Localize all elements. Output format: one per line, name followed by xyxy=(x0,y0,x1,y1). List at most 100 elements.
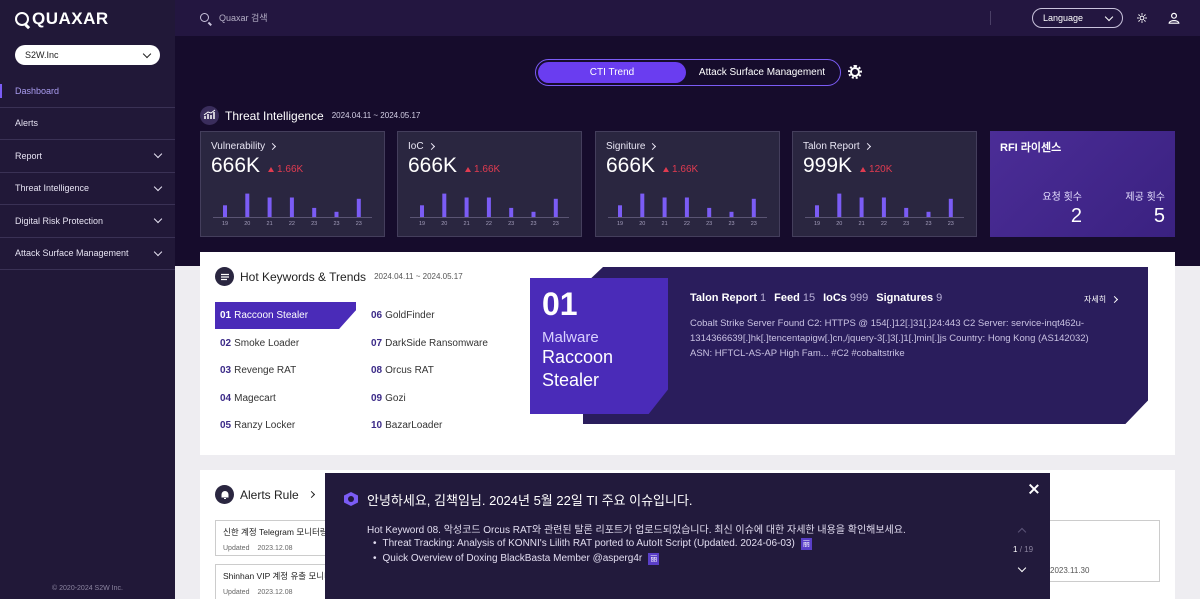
stat-delta-value: 120K xyxy=(869,164,893,175)
mini-bar-chart: 19 20 21 22 23 23 23 xyxy=(608,193,767,227)
sidebar-item-label: Dashboard xyxy=(15,85,60,96)
sidebar-item-label: Attack Surface Management xyxy=(15,248,129,259)
rfi-request-value: 2 xyxy=(1070,205,1082,227)
sidebar-item-threat-intelligence[interactable]: Threat Intelligence xyxy=(0,173,175,205)
alert-rule-card[interactable]: Shinhan VIP 계정 유출 모니터 Updated 2023.12.08 xyxy=(215,564,335,599)
keyword-item[interactable]: 07 DarkSide Ransomware xyxy=(366,330,488,357)
detail-link[interactable]: 자세히 xyxy=(1084,294,1119,305)
chart-bar xyxy=(640,193,645,217)
featured-keyword-panel xyxy=(583,267,1148,424)
featured-stat-label: Feed xyxy=(774,292,800,304)
chart-tick-label: 21 xyxy=(267,221,273,227)
chevron-right-icon xyxy=(649,142,657,151)
chart-tick-label: 23 xyxy=(728,221,734,227)
tab-cti-trend[interactable]: CTI Trend xyxy=(538,62,686,83)
stat-value: 666K xyxy=(606,154,656,177)
chart-tick-label: 19 xyxy=(419,221,425,227)
keyword-item[interactable]: 02 Smoke Loader xyxy=(215,330,299,357)
rfi-license-card[interactable]: RFI 라이센스 요청 횟수 2 제공 횟수 5 xyxy=(990,131,1175,237)
keyword-item[interactable]: 03 Revenge RAT xyxy=(215,357,296,384)
alert-rule-meta: Updated 2023.12.08 xyxy=(223,545,327,552)
theme-toggle-sun-icon[interactable] xyxy=(1137,13,1147,23)
chevron-right-icon xyxy=(1111,295,1119,304)
search-input[interactable] xyxy=(219,9,959,27)
chevron-down-icon xyxy=(1104,12,1114,21)
modal-link-item[interactable]: Threat Tracking: Analysis of KONNI's Lil… xyxy=(373,536,812,551)
sidebar-item-attack-surface-management[interactable]: Attack Surface Management xyxy=(0,238,175,270)
sidebar-item-dashboard[interactable]: Dashboard xyxy=(0,75,175,108)
arrow-up-icon xyxy=(268,167,275,172)
modal-link-item[interactable]: Quick Overview of Doxing BlackBasta Memb… xyxy=(373,551,812,566)
mini-bar-chart: 19 20 21 22 23 23 23 xyxy=(805,193,964,227)
user-profile-icon[interactable] xyxy=(1168,12,1180,24)
org-select-value: S2W.Inc xyxy=(25,50,59,60)
keyword-item[interactable]: 08 Orcus RAT xyxy=(366,357,434,384)
tab-attack-surface-management[interactable]: Attack Surface Management xyxy=(698,67,826,78)
chart-tick-label: 20 xyxy=(244,221,250,227)
chart-bar xyxy=(420,205,424,217)
sidebar-item-report[interactable]: Report xyxy=(0,140,175,173)
chart-tick-label: 23 xyxy=(356,221,362,227)
chart-tick-label: 23 xyxy=(903,221,909,227)
pager-current: 1 xyxy=(1013,545,1018,554)
section-title: Hot Keywords & Trends xyxy=(240,269,367,284)
keyword-rank: 07 xyxy=(371,338,383,349)
keyword-item[interactable]: 04 Magecart xyxy=(215,385,276,412)
keyword-rank: 05 xyxy=(220,420,232,431)
keyword-name: Ranzy Locker xyxy=(234,420,296,431)
featured-stat-label: IoCs xyxy=(823,292,847,304)
chevron-right-icon xyxy=(269,142,277,151)
sidebar-item-digital-risk-protection[interactable]: Digital Risk Protection xyxy=(0,205,175,238)
alert-rule-card[interactable]: 신한 계정 Telegram 모니터링 Updated 2023.12.08 xyxy=(215,520,335,556)
modal-body: Hot Keyword 08. 악성코드 Orcus RAT와 관련된 탈론 리… xyxy=(367,525,906,536)
section-date-range: 2024.04.11 ~ 2024.05.17 xyxy=(374,272,463,281)
rfi-request-label: 요청 횟수 xyxy=(1042,192,1082,203)
stat-card-ioc[interactable]: IoC 666K 1.66K 19 20 21 22 23 23 23 xyxy=(397,131,582,237)
keyword-item[interactable]: 01 Raccoon Stealer xyxy=(215,302,356,329)
close-icon[interactable] xyxy=(1029,484,1039,494)
stat-card-signature[interactable]: Signiture 666K 1.66K 19 20 21 22 23 23 23 xyxy=(595,131,780,237)
stat-delta: 1.66K xyxy=(465,164,500,175)
section-date-range: 2024.04.11 ~ 2024.05.17 xyxy=(331,111,421,120)
chevron-down-icon[interactable] xyxy=(1017,563,1027,573)
chart-bar xyxy=(729,211,734,217)
chart-tick-label: 20 xyxy=(441,221,447,227)
chart-bar xyxy=(859,197,864,217)
stat-card-vulnerability[interactable]: Vulnerability 666K 1.66K 19 20 21 22 23 23 23 xyxy=(200,131,385,237)
chart-bar xyxy=(289,197,294,217)
alert-rule-meta: Updated 2023.12.08 xyxy=(223,589,327,596)
keyword-item[interactable]: 10 BazarLoader xyxy=(366,412,442,439)
chevron-up-icon[interactable] xyxy=(1017,527,1027,537)
chart-tick-label: 23 xyxy=(751,221,757,227)
stat-delta: 1.66K xyxy=(663,164,698,175)
chart-bar xyxy=(486,197,491,217)
chart-tick-label: 21 xyxy=(464,221,470,227)
logo[interactable]: QUAXAR xyxy=(15,9,109,29)
copyright: © 2020-2024 S2W Inc. xyxy=(52,585,123,592)
search-icon xyxy=(200,13,209,22)
chevron-down-icon xyxy=(153,150,163,159)
chevron-right-icon[interactable] xyxy=(307,490,315,499)
chart-tick-label: 21 xyxy=(662,221,668,227)
stat-card-title: IoC xyxy=(408,141,424,152)
keyword-item[interactable]: 09 Gozi xyxy=(366,385,406,412)
report-tag-icon: 丽 xyxy=(800,537,812,550)
quaxar-badge-icon xyxy=(344,492,358,506)
keyword-item[interactable]: 06 GoldFinder xyxy=(366,302,435,329)
chevron-down-icon xyxy=(142,49,152,58)
language-select[interactable]: Language xyxy=(1032,8,1123,28)
modal-link-list: Threat Tracking: Analysis of KONNI's Lil… xyxy=(373,536,812,566)
keyword-name: Magecart xyxy=(234,393,276,404)
featured-stat: Talon Report 1 xyxy=(690,292,766,304)
sidebar-item-alerts[interactable]: Alerts xyxy=(0,108,175,140)
stat-delta: 120K xyxy=(860,164,892,175)
stat-card-talon-report[interactable]: Talon Report 999K 120K 19 20 21 22 23 23 23 xyxy=(792,131,977,237)
chart-tick-label: 23 xyxy=(333,221,339,227)
gear-icon[interactable] xyxy=(848,65,862,79)
keyword-item[interactable]: 05 Ranzy Locker xyxy=(215,412,295,439)
rfi-title: RFI 라이센스 xyxy=(1000,142,1062,154)
alert-updated-date: 2023.12.08 xyxy=(257,589,293,596)
org-select[interactable]: S2W.Inc xyxy=(15,45,160,65)
alert-updated-label: Updated xyxy=(223,545,250,552)
chart-bar xyxy=(553,198,558,217)
